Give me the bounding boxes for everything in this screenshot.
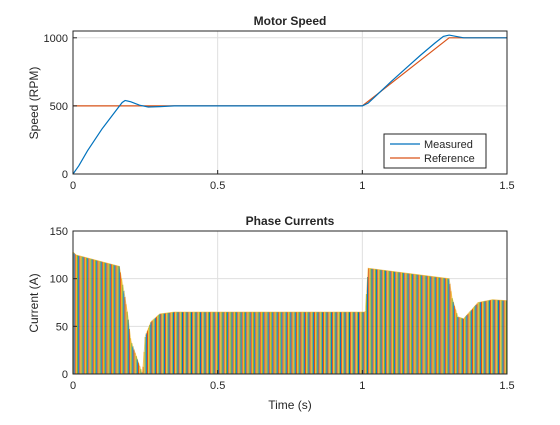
motor-speed-title: Motor Speed — [254, 14, 327, 28]
motor-speed-ticks: 0 0.5 1 1.5 0 500 1000 — [44, 33, 515, 192]
phase-currents-chart: 0 0.5 1 1.5 0 50 100 150 Phase Currents Current… — [27, 214, 515, 412]
y-tick-label: 0 — [62, 169, 68, 181]
legend-label-measured: Measured — [424, 139, 473, 151]
phase-currents-ylabel: Current (A) — [27, 273, 41, 332]
series-line-measured — [72, 34, 507, 175]
y-tick-label: 1000 — [44, 33, 68, 45]
motor-speed-ylabel: Speed (RPM) — [27, 67, 41, 140]
legend-label-reference: Reference — [424, 153, 475, 165]
y-tick-label: 100 — [50, 274, 68, 286]
phase-currents-xlabel: Time (s) — [268, 398, 312, 412]
y-tick-label: 0 — [62, 369, 68, 381]
y-tick-label: 500 — [50, 101, 68, 113]
phase-currents-ticks: 0 0.5 1 1.5 0 50 100 150 — [50, 226, 515, 392]
x-tick-label: 0.5 — [210, 180, 225, 192]
x-tick-label: 1 — [359, 180, 365, 192]
x-tick-label: 1.5 — [499, 180, 514, 192]
phase-current-envelope — [72, 251, 508, 375]
motor-speed-axes-box — [72, 30, 508, 175]
legend-box — [383, 133, 487, 169]
x-tick-label: 0 — [70, 380, 76, 392]
y-tick-label: 50 — [56, 321, 68, 333]
motor-speed-legend: Measured Reference — [383, 133, 487, 169]
x-tick-label: 1 — [359, 380, 365, 392]
phase-currents-title: Phase Currents — [246, 214, 335, 228]
phase-currents-lines — [72, 251, 508, 375]
y-tick-label: 150 — [50, 226, 68, 238]
phase-currents-axes-box — [72, 230, 508, 375]
motor-speed-chart: 0 0.5 1 1.5 0 500 1000 Motor Speed Speed (RPM)… — [27, 14, 515, 192]
x-tick-label: 1.5 — [499, 380, 514, 392]
x-tick-label: 0.5 — [210, 380, 225, 392]
x-tick-label: 0 — [70, 180, 76, 192]
